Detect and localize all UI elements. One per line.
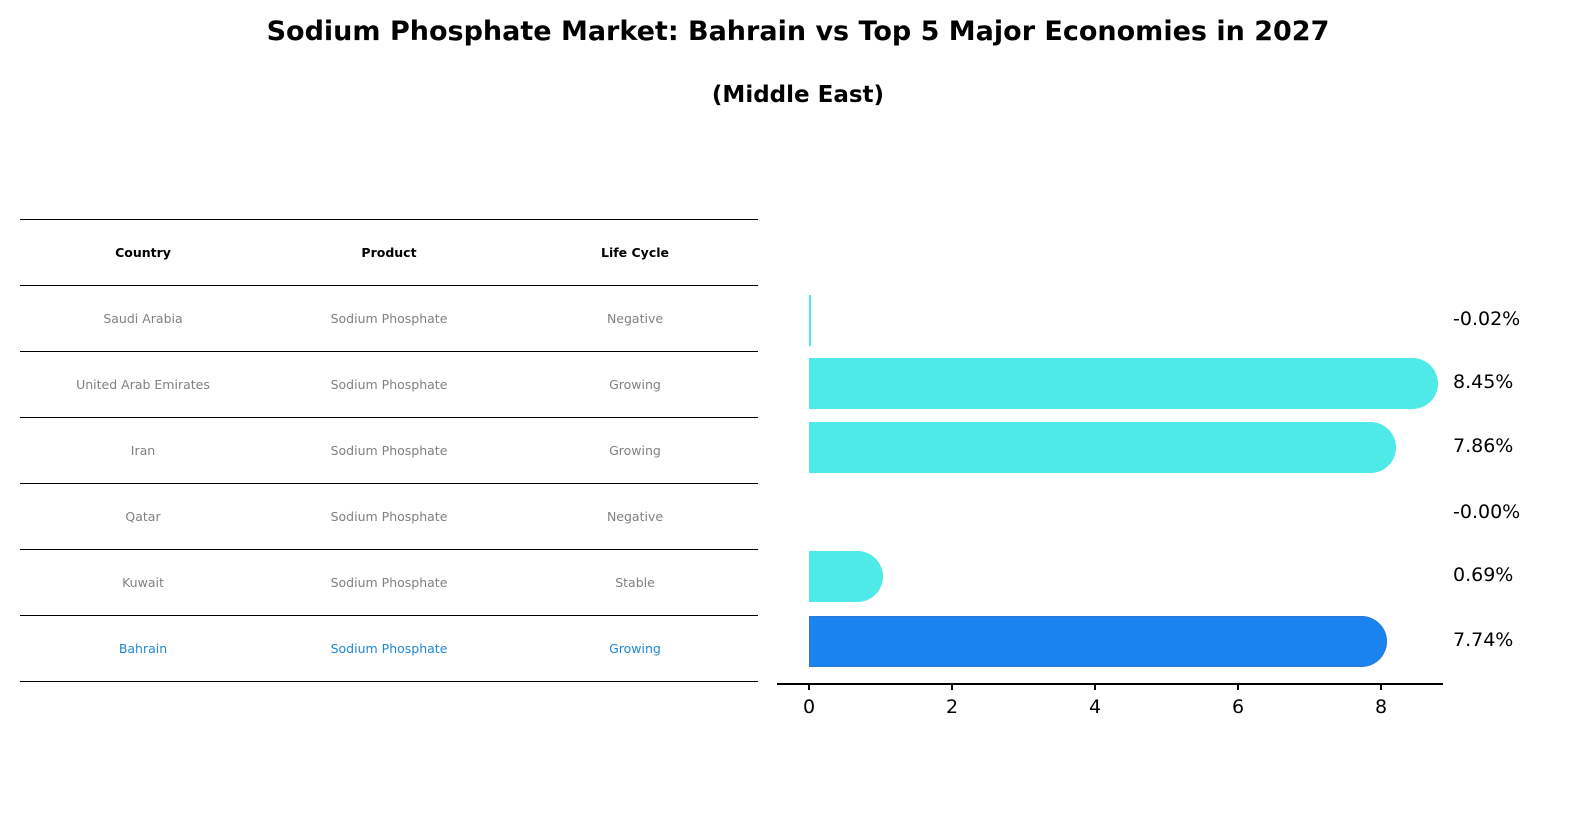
table-row: Kuwait Sodium Phosphate Stable	[20, 549, 758, 615]
x-tick-label: 4	[1088, 696, 1102, 718]
x-tick	[1380, 684, 1382, 690]
x-tick	[1094, 684, 1096, 690]
table-row: Qatar Sodium Phosphate Negative	[20, 483, 758, 549]
table-row-highlighted: Bahrain Sodium Phosphate Growing	[20, 615, 758, 682]
cell-life-cycle: Negative	[606, 311, 664, 326]
cell-product: Sodium Phosphate	[330, 575, 448, 590]
cell-life-cycle: Stable	[615, 575, 655, 590]
cell-country: Saudi Arabia	[103, 311, 183, 326]
bar-kuwait	[809, 550, 884, 602]
header-life-cycle: Life Cycle	[600, 245, 669, 260]
table-header-row: Country Product Life Cycle	[20, 219, 758, 285]
table-row: Saudi Arabia Sodium Phosphate Negative	[20, 285, 758, 351]
cell-country: United Arab Emirates	[76, 377, 210, 392]
cell-country: Kuwait	[122, 575, 164, 590]
cell-product: Sodium Phosphate	[330, 641, 448, 656]
chart-title: Sodium Phosphate Market: Bahrain vs Top …	[266, 16, 1330, 47]
cell-product: Sodium Phosphate	[330, 443, 448, 458]
bar-iran	[809, 421, 1396, 473]
cell-life-cycle: Growing	[609, 377, 661, 392]
table-row: Iran Sodium Phosphate Growing	[20, 417, 758, 483]
bar-value-label: 8.45%	[1453, 371, 1514, 393]
chart-subtitle: (Middle East)	[711, 82, 885, 108]
x-tick-label: 8	[1374, 696, 1388, 718]
cell-life-cycle: Growing	[609, 443, 661, 458]
x-axis-line	[777, 683, 1443, 685]
x-tick	[808, 684, 810, 690]
x-tick	[1237, 684, 1239, 690]
header-product: Product	[361, 245, 417, 260]
bar-value-label: -0.02%	[1453, 308, 1521, 330]
cell-life-cycle: Negative	[606, 509, 664, 524]
bar-saudi-arabia	[809, 294, 811, 346]
cell-country: Bahrain	[118, 641, 168, 656]
table-row: United Arab Emirates Sodium Phosphate Gr…	[20, 351, 758, 417]
cell-product: Sodium Phosphate	[330, 377, 448, 392]
country-table: Country Product Life Cycle Saudi Arabia …	[20, 219, 758, 682]
cell-product: Sodium Phosphate	[330, 509, 448, 524]
x-tick-label: 6	[1231, 696, 1245, 718]
cell-country: Qatar	[125, 509, 161, 524]
bar-value-label: 7.86%	[1453, 435, 1514, 457]
cell-product: Sodium Phosphate	[330, 311, 448, 326]
bar-value-label: -0.00%	[1453, 501, 1521, 523]
header-country: Country	[115, 245, 171, 260]
x-tick	[951, 684, 953, 690]
bar-value-label: 7.74%	[1453, 629, 1514, 651]
bar-united-arab-emirates	[809, 357, 1439, 409]
cell-country: Iran	[130, 443, 156, 458]
bar-bahrain	[809, 615, 1388, 667]
x-tick-label: 0	[802, 696, 816, 718]
x-tick-label: 2	[945, 696, 959, 718]
bar-value-label: 0.69%	[1453, 564, 1514, 586]
cell-life-cycle: Growing	[609, 641, 661, 656]
